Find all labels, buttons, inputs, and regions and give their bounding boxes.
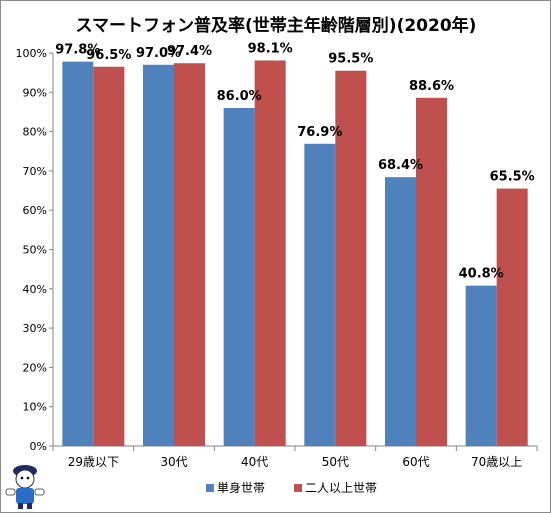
mascot-arm — [34, 488, 45, 496]
y-tick-label: 80% — [23, 126, 47, 139]
data-label: 76.9% — [297, 125, 342, 140]
legend-swatch — [294, 484, 302, 492]
data-label: 97.4% — [167, 44, 212, 59]
legend-label: 単身世帯 — [217, 480, 265, 495]
bar — [223, 108, 255, 447]
data-label: 65.5% — [490, 170, 535, 185]
legend-swatch — [206, 484, 214, 492]
y-tick-label: 10% — [23, 401, 47, 414]
bar — [465, 285, 497, 446]
y-tick-label: 20% — [23, 361, 47, 374]
y-tick-label: 50% — [23, 244, 47, 257]
mascot-head — [15, 469, 35, 489]
data-label: 98.1% — [248, 41, 293, 56]
x-tick-label: 30代 — [160, 455, 187, 469]
mascot-eye-left — [20, 476, 24, 480]
data-label: 97.0% — [136, 46, 181, 61]
y-tick-label: 90% — [23, 86, 47, 99]
bar — [254, 60, 286, 446]
data-label: 86.0% — [217, 89, 262, 104]
cartoon-mascot-icon — [5, 465, 45, 509]
bar — [62, 61, 94, 447]
mascot-arm — [5, 488, 16, 496]
data-label: 68.4% — [378, 158, 423, 173]
data-label: 95.5% — [328, 52, 373, 67]
y-tick-label: 40% — [23, 283, 47, 296]
data-label: 97.8% — [55, 43, 100, 58]
bar — [174, 63, 205, 447]
axes: 0% 10% 20% 30% 40% 50% 60% 70% 80% 90% 100% 29歳以下 30… — [16, 47, 538, 469]
x-tick-label: 29歳以下 — [68, 455, 119, 469]
bar — [416, 97, 447, 446]
bar — [385, 177, 416, 447]
y-tick-label: 60% — [23, 204, 47, 217]
legend: 単身世帯 二人以上世帯 — [206, 480, 377, 495]
bar — [143, 64, 174, 446]
x-tick-label: 70歳以上 — [471, 455, 522, 469]
y-tick-label: 100% — [16, 47, 47, 60]
data-label: 96.5% — [86, 48, 131, 63]
legend-label: 二人以上世帯 — [305, 481, 377, 495]
y-tick-label: 70% — [23, 165, 47, 178]
x-tick-label: 60代 — [402, 455, 429, 469]
mascot-leg — [27, 503, 32, 509]
mascot-eye-right — [26, 476, 30, 480]
bar — [304, 143, 336, 446]
bar — [335, 70, 367, 446]
data-label: 40.8% — [459, 267, 504, 282]
mascot-body — [16, 488, 34, 504]
bar — [496, 188, 528, 446]
chart-title: スマートフォン普及率(世帯主年齢階層別)(2020年) — [76, 15, 477, 36]
x-tick-label: 40代 — [241, 455, 268, 469]
mascot-leg — [18, 503, 23, 509]
x-tick-label: 50代 — [322, 455, 349, 469]
data-label: 88.6% — [409, 79, 454, 94]
y-tick-label: 0% — [30, 440, 47, 453]
data-labels: 97.8%96.5% 97.0%97.4% 86.0% 98.1% 76.9% 95.5%… — [55, 41, 534, 281]
bars — [62, 60, 528, 447]
y-tick-label: 30% — [23, 322, 47, 335]
bar — [93, 66, 125, 446]
